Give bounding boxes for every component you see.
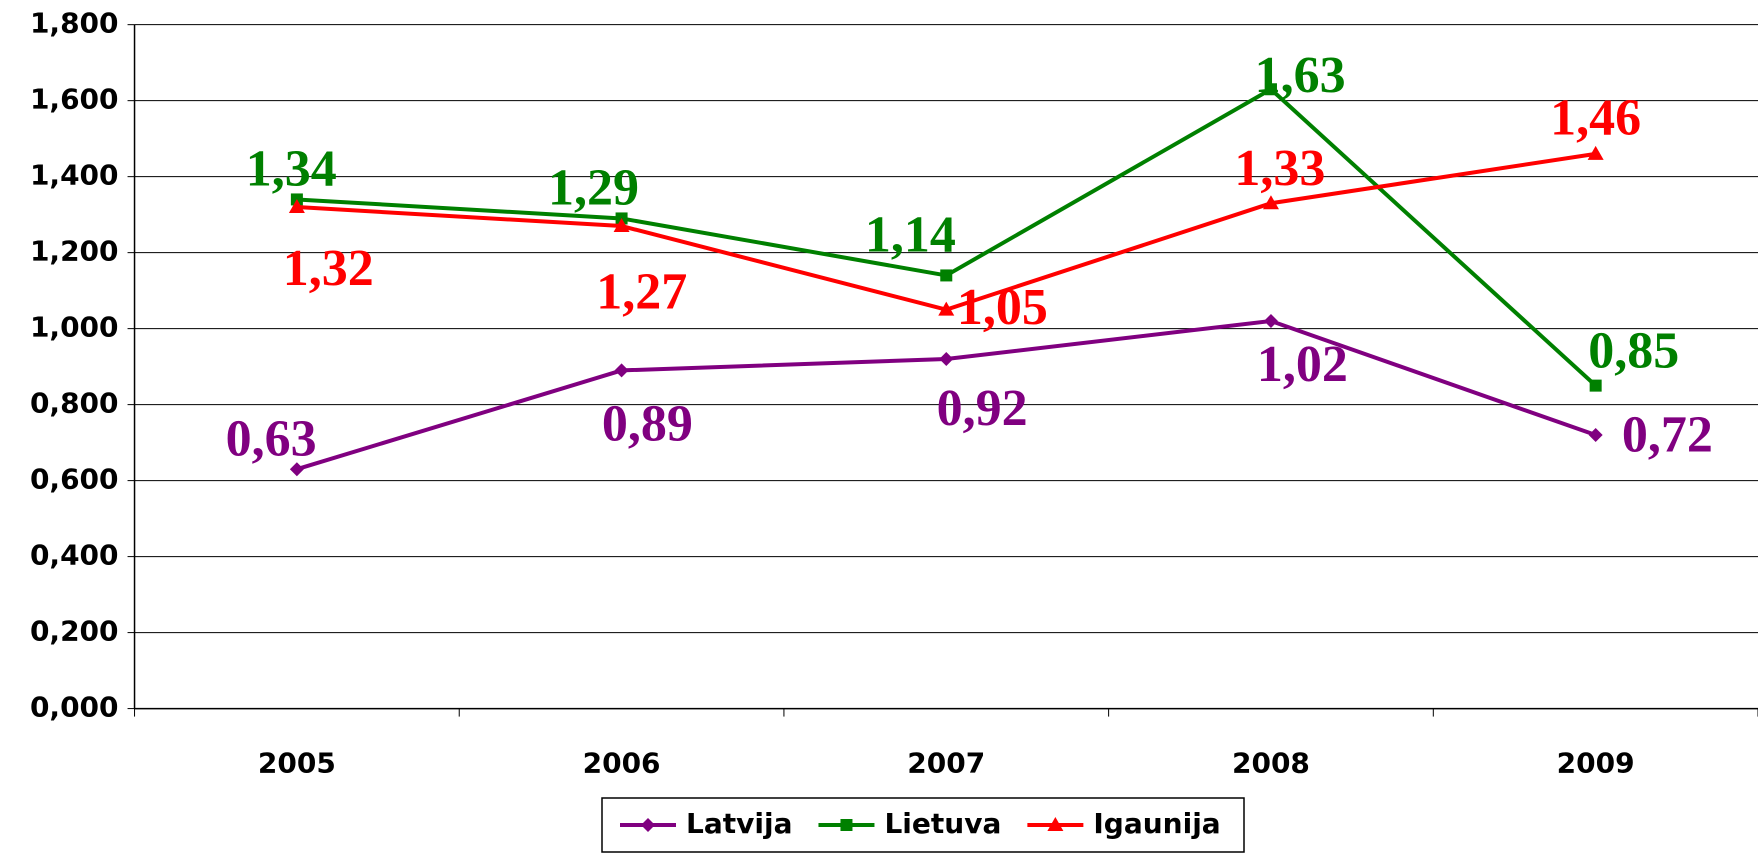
value-label: 1,05: [957, 279, 1048, 336]
value-label: 1,32: [283, 240, 374, 297]
x-tick-label: 2009: [1557, 747, 1635, 780]
y-tick-label: 0,400: [30, 539, 119, 572]
value-label: 0,72: [1622, 406, 1713, 463]
marker: [1047, 817, 1064, 831]
marker: [1589, 379, 1602, 392]
marker: [1587, 145, 1604, 160]
marker: [938, 301, 955, 316]
x-tick-label: 2007: [907, 747, 985, 780]
marker: [939, 352, 954, 367]
y-tick-label: 1,400: [30, 159, 119, 192]
value-label: 0,92: [937, 380, 1028, 437]
marker: [940, 269, 953, 282]
marker: [289, 462, 304, 477]
marker: [641, 818, 655, 832]
legend-label: Latvija: [686, 807, 792, 840]
y-tick-label: 0,600: [30, 463, 119, 496]
value-label: 1,29: [548, 160, 639, 217]
marker: [1588, 428, 1603, 443]
marker: [613, 218, 630, 233]
x-tick-label: 2006: [583, 747, 661, 780]
y-tick-label: 0,200: [30, 615, 119, 648]
legend-label: Igaunija: [1093, 807, 1220, 840]
value-label: 0,85: [1588, 322, 1679, 379]
value-label: 1,63: [1255, 47, 1346, 104]
legend-box: [601, 797, 1245, 853]
x-tick-label: 2005: [258, 747, 336, 780]
y-tick-label: 1,000: [30, 311, 119, 344]
value-label: 1,02: [1257, 336, 1348, 393]
marker: [288, 199, 305, 214]
marker: [1262, 195, 1279, 210]
y-tick-label: 0,000: [30, 691, 119, 724]
value-label: 1,14: [865, 206, 956, 263]
x-tick-label: 2008: [1232, 747, 1310, 780]
legend: Latvija Lietuva Igaunija: [601, 797, 1245, 853]
value-label: 0,63: [226, 410, 317, 467]
y-tick-label: 1,600: [30, 83, 119, 116]
marker: [840, 819, 853, 831]
value-label: 1,27: [596, 264, 687, 321]
marker: [614, 363, 629, 378]
value-label: 1,34: [246, 141, 337, 198]
value-label: 1,46: [1550, 89, 1641, 146]
value-label: 1,33: [1234, 140, 1325, 197]
y-tick-label: 1,800: [30, 7, 119, 40]
marker: [1263, 314, 1278, 329]
y-tick-label: 1,200: [30, 235, 119, 268]
marker: [1264, 83, 1277, 96]
y-tick-label: 0,800: [30, 387, 119, 420]
value-label: 0,89: [602, 396, 693, 453]
legend-label: Lietuva: [884, 807, 1001, 840]
